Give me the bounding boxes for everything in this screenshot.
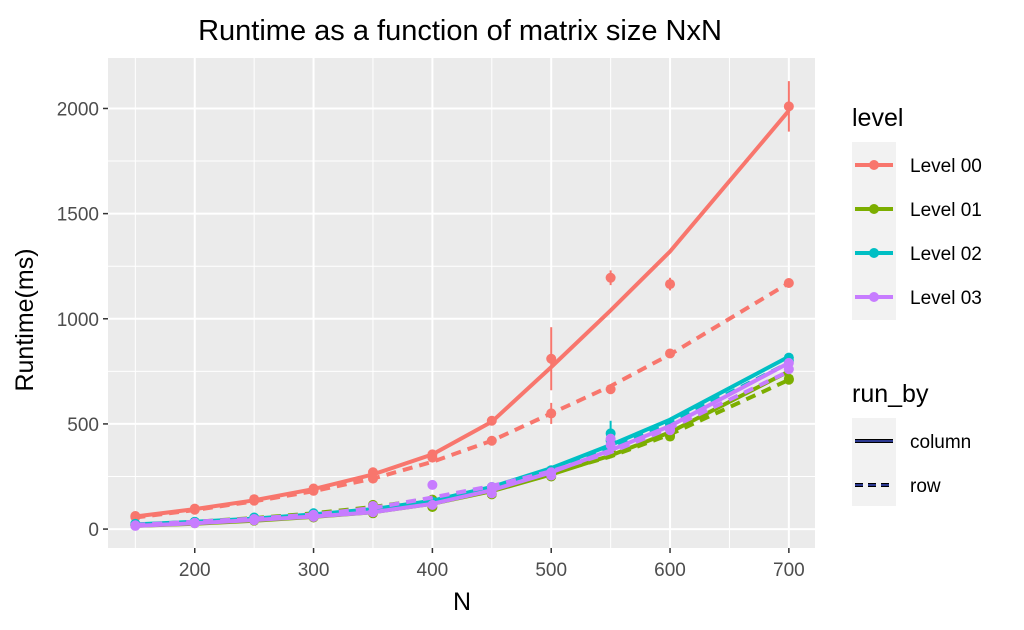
series-level-00-row [130, 278, 794, 522]
plot-panel [108, 58, 815, 548]
data-point [367, 473, 378, 484]
y-tick-label: 0 [88, 520, 99, 541]
x-tick-label: 200 [179, 560, 211, 581]
legend-level-title: level [852, 104, 903, 132]
legend-level-label: Level 01 [910, 200, 982, 221]
series-level-03-row [130, 364, 794, 531]
legend-level-keys-bg [852, 142, 896, 320]
data-point [546, 408, 557, 419]
chart-title: Runtime as a function of matrix size NxN [198, 15, 722, 47]
x-tick-label: 700 [773, 560, 805, 581]
data-point [486, 482, 497, 493]
axes: 200 300 400 500 600 700 0 500 1000 1500 2000 [57, 99, 805, 581]
trend-line [135, 369, 790, 527]
data-point [783, 278, 794, 289]
data-point [427, 452, 438, 463]
legend-level-key-point [869, 248, 879, 258]
legend: level run_by Level 00 Level 01 Level 02 Lev… [852, 104, 982, 506]
data-point [189, 504, 200, 515]
data-point [665, 348, 676, 359]
data-point [665, 424, 676, 435]
panel-background [108, 58, 815, 548]
data-point [783, 101, 794, 112]
x-axis-title: N [453, 588, 471, 616]
legend-run-by-title: run_by [852, 380, 929, 408]
data-point [249, 513, 260, 524]
trend-line [135, 281, 790, 520]
data-point [130, 511, 141, 522]
data-point [665, 279, 676, 290]
data-point [783, 373, 794, 384]
data-point [189, 517, 200, 528]
data-point [130, 520, 141, 531]
x-tick-label: 400 [417, 560, 449, 581]
data-point [367, 500, 378, 511]
data-point [249, 495, 260, 506]
data-point [308, 485, 319, 496]
data-point [486, 415, 497, 426]
legend-run-by-keys-bg [852, 418, 896, 506]
data-point [546, 467, 557, 478]
data-point [605, 433, 616, 444]
y-tick-label: 2000 [57, 99, 99, 120]
legend-level-key-point [869, 160, 879, 170]
data-point [546, 353, 557, 364]
x-tick-label: 600 [654, 560, 686, 581]
x-tick-label: 300 [298, 560, 330, 581]
data-point [308, 509, 319, 520]
legend-level-label: Level 02 [910, 244, 982, 265]
x-tick-label: 500 [535, 560, 567, 581]
data-point [783, 364, 794, 375]
data-point [605, 384, 616, 395]
legend-run-by-label: column [910, 432, 971, 453]
data-point [427, 499, 438, 510]
data-point [486, 435, 497, 446]
y-axis-title: Runtime(ms) [11, 248, 39, 391]
legend-level-label: Level 00 [910, 156, 982, 177]
y-tick-label: 500 [67, 415, 99, 436]
y-tick-label: 1000 [57, 310, 99, 331]
series-group [130, 81, 794, 531]
legend-level-key-point [869, 204, 879, 214]
y-tick-label: 1500 [57, 205, 99, 226]
legend-run-by-label: row [910, 476, 941, 497]
legend-level-label: Level 03 [910, 288, 982, 309]
data-point [427, 479, 438, 490]
legend-level-key-point [869, 292, 879, 302]
data-point [605, 272, 616, 283]
